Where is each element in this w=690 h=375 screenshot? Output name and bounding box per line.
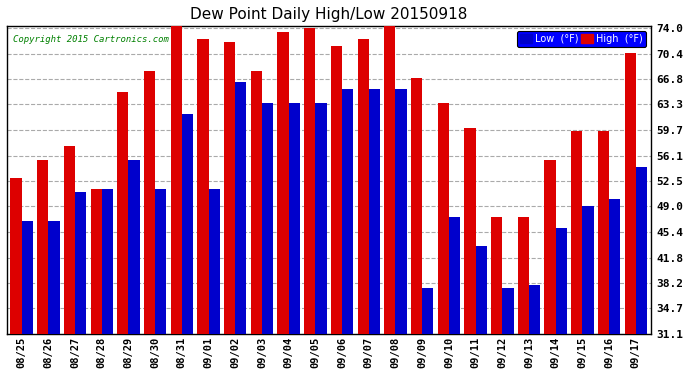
Bar <box>90 189 101 334</box>
Bar <box>357 39 368 334</box>
Bar <box>37 160 48 334</box>
Bar <box>304 28 315 334</box>
Bar <box>544 160 555 334</box>
Bar <box>288 103 300 334</box>
Bar <box>529 285 540 334</box>
Bar <box>437 103 449 334</box>
Bar <box>582 206 593 334</box>
Bar <box>48 220 59 334</box>
Bar <box>315 103 326 334</box>
Bar <box>624 53 635 334</box>
Bar <box>10 178 21 334</box>
Bar <box>182 114 193 334</box>
Bar <box>117 92 128 334</box>
Bar <box>384 24 395 334</box>
Bar <box>422 288 433 334</box>
Bar <box>368 88 380 334</box>
Bar <box>63 146 75 334</box>
Bar <box>598 132 609 334</box>
Bar <box>475 246 487 334</box>
Bar <box>555 228 567 334</box>
Bar <box>342 88 353 334</box>
Bar <box>197 39 208 334</box>
Bar <box>21 220 33 334</box>
Bar <box>395 88 406 334</box>
Bar <box>170 24 182 334</box>
Title: Dew Point Daily High/Low 20150918: Dew Point Daily High/Low 20150918 <box>190 7 467 22</box>
Legend: Low  (°F), High  (°F): Low (°F), High (°F) <box>518 31 646 46</box>
Bar <box>518 217 529 334</box>
Bar <box>331 46 342 334</box>
Bar <box>464 128 475 334</box>
Bar <box>502 288 513 334</box>
Bar <box>609 199 620 334</box>
Bar <box>262 103 273 334</box>
Bar <box>208 189 220 334</box>
Bar <box>635 167 647 334</box>
Bar <box>277 32 288 334</box>
Bar <box>75 192 86 334</box>
Text: Copyright 2015 Cartronics.com: Copyright 2015 Cartronics.com <box>13 35 169 44</box>
Bar <box>128 160 139 334</box>
Bar <box>411 78 422 334</box>
Bar <box>250 71 262 334</box>
Bar <box>144 71 155 334</box>
Bar <box>101 189 113 334</box>
Bar <box>449 217 460 334</box>
Bar <box>235 81 246 334</box>
Bar <box>571 132 582 334</box>
Bar <box>491 217 502 334</box>
Bar <box>224 42 235 334</box>
Bar <box>155 189 166 334</box>
